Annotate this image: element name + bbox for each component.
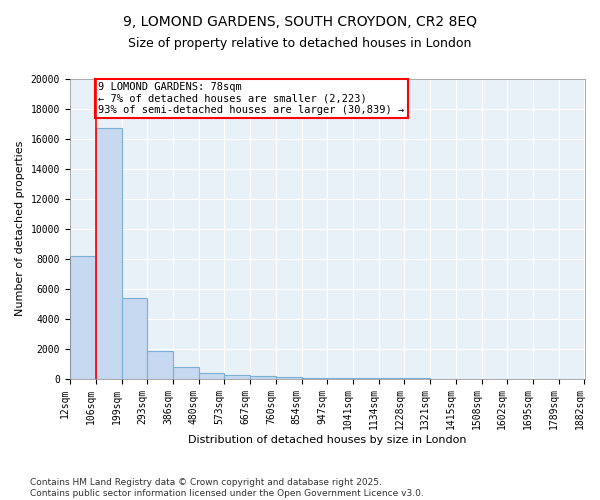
Text: Contains HM Land Registry data © Crown copyright and database right 2025.
Contai: Contains HM Land Registry data © Crown c… xyxy=(30,478,424,498)
Text: 9, LOMOND GARDENS, SOUTH CROYDON, CR2 8EQ: 9, LOMOND GARDENS, SOUTH CROYDON, CR2 8E… xyxy=(123,15,477,29)
Bar xyxy=(122,298,148,378)
Bar xyxy=(224,375,250,378)
Y-axis label: Number of detached properties: Number of detached properties xyxy=(15,141,25,316)
Text: Size of property relative to detached houses in London: Size of property relative to detached ho… xyxy=(128,38,472,51)
Bar xyxy=(148,351,173,378)
Bar xyxy=(70,256,96,378)
Bar xyxy=(96,128,122,378)
Bar xyxy=(199,372,224,378)
Bar xyxy=(173,366,199,378)
Bar xyxy=(276,377,302,378)
Bar xyxy=(250,376,276,378)
Text: 9 LOMOND GARDENS: 78sqm
← 7% of detached houses are smaller (2,223)
93% of semi-: 9 LOMOND GARDENS: 78sqm ← 7% of detached… xyxy=(98,82,405,115)
X-axis label: Distribution of detached houses by size in London: Distribution of detached houses by size … xyxy=(188,435,467,445)
